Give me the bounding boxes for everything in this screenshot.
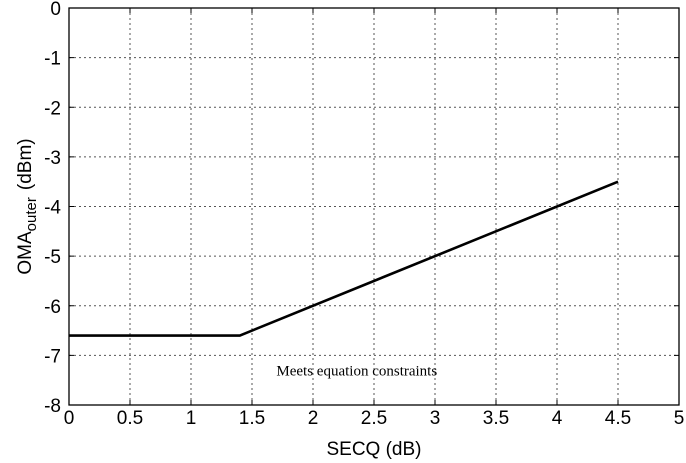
x-tick-label: 2 xyxy=(308,408,319,429)
y-tick-label: -1 xyxy=(44,49,61,70)
y-tick-labels: 0 -1 -2 -3 -4 -5 -6 -7 -8 xyxy=(44,0,61,417)
axis-ticks xyxy=(68,7,680,406)
y-tick-label: -6 xyxy=(44,297,61,318)
y-tick-label: -5 xyxy=(44,247,61,268)
x-tick-label: 5 xyxy=(674,408,685,429)
constraint-annotation: Meets equation constraints xyxy=(276,363,437,379)
y-axis-label-main: OMA xyxy=(15,231,36,275)
x-tick-label: 2.5 xyxy=(361,408,387,429)
y-tick-label: 0 xyxy=(50,0,61,20)
x-tick-label: 4 xyxy=(552,408,563,429)
y-axis-label-unit: (dBm) xyxy=(15,138,36,190)
y-tick-label: -7 xyxy=(44,346,61,367)
x-tick-label: 0 xyxy=(64,408,75,429)
y-tick-label: -4 xyxy=(44,198,61,219)
y-axis-label-subscript: outer xyxy=(23,197,40,231)
y-tick-label: -3 xyxy=(44,148,61,169)
x-tick-label: 1 xyxy=(186,408,197,429)
x-tick-label: 4.5 xyxy=(605,408,631,429)
y-axis-label: OMAouter (dBm) xyxy=(15,138,40,274)
x-axis-label: SECQ (dB) xyxy=(326,439,421,460)
x-tick-label: 3 xyxy=(430,408,441,429)
x-tick-label: 3.5 xyxy=(483,408,509,429)
y-tick-label: -2 xyxy=(44,98,61,119)
grid-lines xyxy=(69,8,679,405)
series-line-0 xyxy=(69,180,619,337)
x-tick-labels: 0 0.5 1 1.5 2 2.5 3 3.5 4 4.5 5 xyxy=(64,408,685,429)
data-series xyxy=(69,180,619,337)
x-tick-label: 1.5 xyxy=(239,408,265,429)
y-tick-label: -8 xyxy=(44,396,61,417)
x-tick-label: 0.5 xyxy=(117,408,143,429)
